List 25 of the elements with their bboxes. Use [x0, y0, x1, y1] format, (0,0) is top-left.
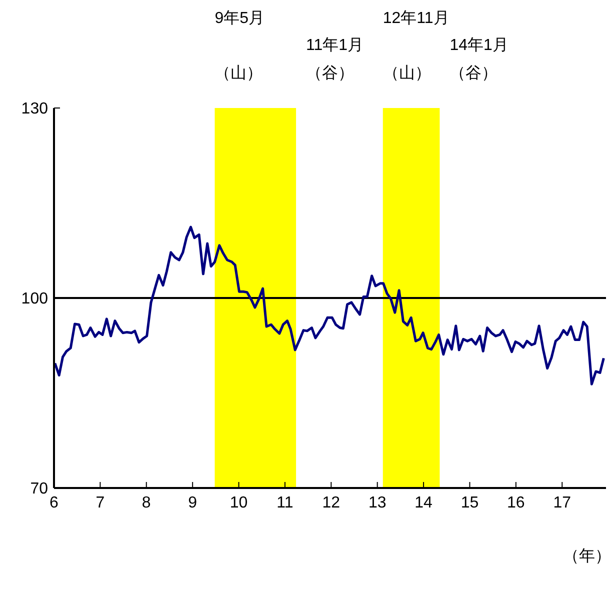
- x-tick-label: 9: [188, 494, 198, 512]
- x-tick-label: 10: [230, 494, 248, 512]
- x-tick-label: 16: [507, 494, 525, 512]
- text: 12年11月: [382, 9, 450, 29]
- text: （谷）: [306, 64, 354, 84]
- text: （山）: [382, 64, 431, 84]
- line-series: [54, 226, 605, 386]
- y-tick-label: 130: [21, 100, 48, 118]
- x-tick-label: 17: [553, 494, 572, 512]
- text: （谷）: [450, 64, 498, 84]
- text: （山）: [214, 64, 263, 84]
- x-tick-label: 11: [276, 494, 294, 512]
- text: 11年1月: [306, 36, 364, 56]
- y-tick-label: 100: [21, 290, 48, 308]
- x-tick-label: 7: [96, 494, 105, 512]
- text: 9年5月: [214, 9, 265, 29]
- x-axis-title: （年）: [563, 547, 611, 567]
- x-tick-label: 12: [322, 494, 340, 512]
- text: 14年1月: [450, 36, 508, 56]
- x-tick-label: 14: [414, 494, 433, 512]
- x-tick-label: 15: [460, 494, 479, 512]
- y-tick-label: 70: [30, 480, 48, 498]
- x-tick-label: 6: [50, 494, 59, 512]
- x-tick-label: 8: [142, 494, 151, 512]
- x-tick-label: 13: [368, 494, 386, 512]
